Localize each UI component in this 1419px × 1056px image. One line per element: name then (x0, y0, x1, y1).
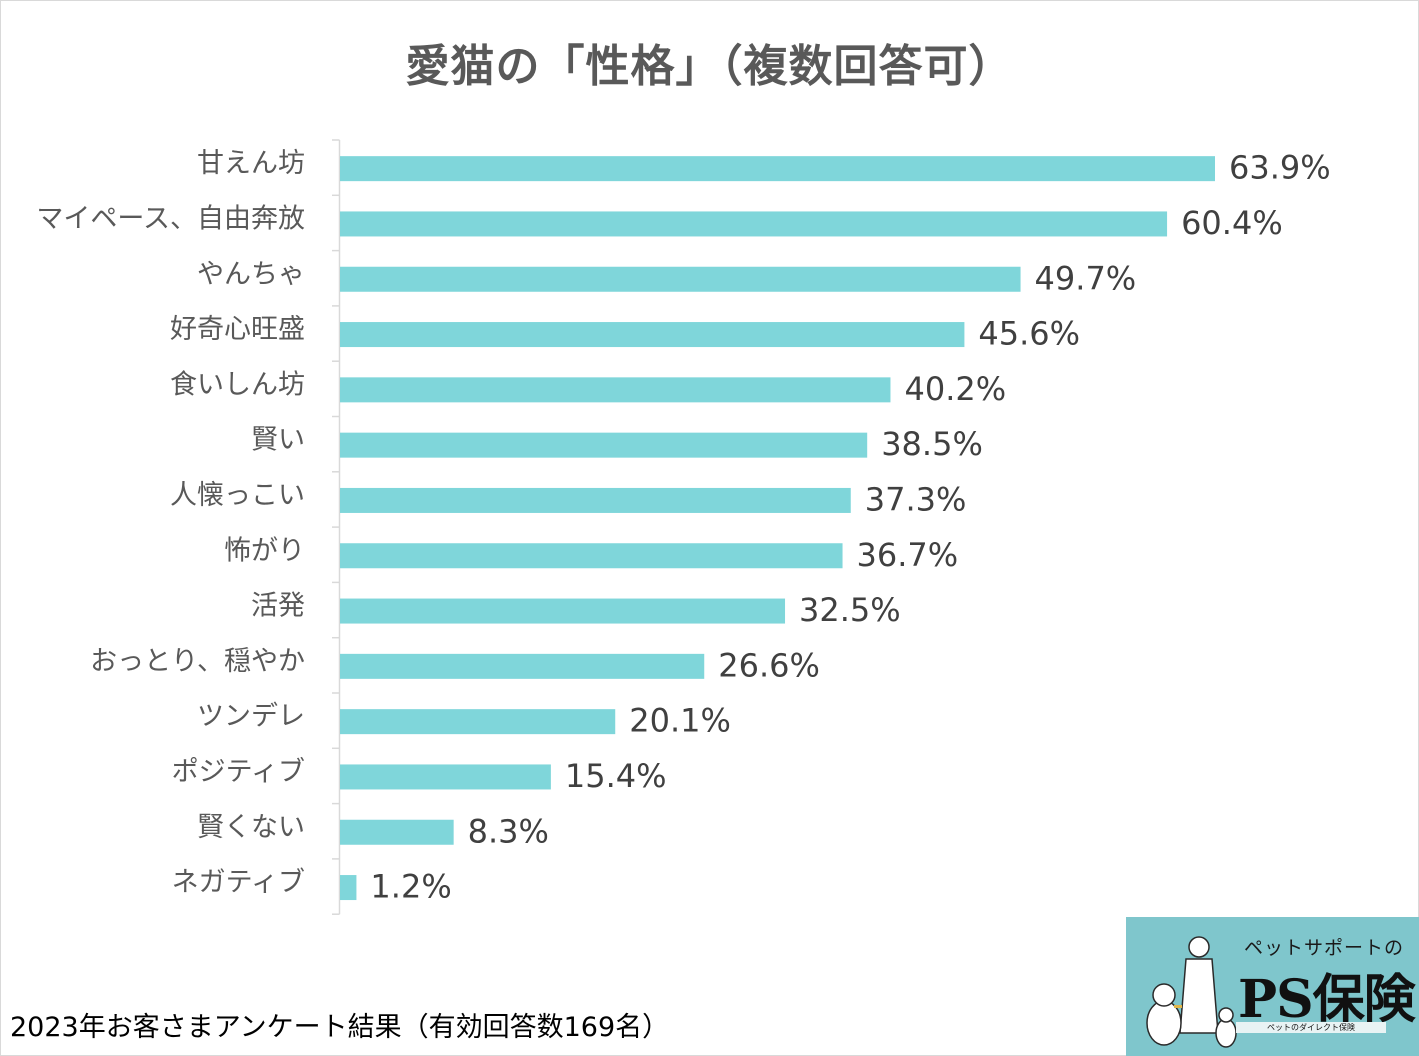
survey-footnote: 2023年お客さまアンケート結果（有効回答数169名） (10, 1012, 670, 1043)
category-label: 怖がり (224, 535, 305, 566)
category-label: やんちゃ (197, 259, 305, 290)
value-label: 32.5% (799, 591, 901, 629)
category-label: 賢くない (197, 812, 305, 843)
value-label: 26.6% (718, 646, 820, 684)
bar (340, 322, 965, 348)
bar (340, 653, 705, 679)
value-label: 38.5% (881, 425, 983, 463)
bar (340, 598, 786, 624)
chart-title: 愛猫の「性格」（複数回答可） (405, 41, 1014, 92)
value-label: 1.2% (370, 868, 451, 906)
category-label: 甘えん坊 (197, 148, 305, 179)
bar (340, 377, 891, 403)
value-label: 15.4% (565, 757, 667, 795)
pet-owner-icon (1146, 936, 1237, 1048)
category-label: ポジティブ (172, 756, 305, 787)
logo-tagline: ペットサポートの (1244, 937, 1405, 959)
bar (340, 266, 1021, 292)
bar (340, 543, 843, 569)
value-label: 36.7% (857, 536, 959, 574)
value-label: 20.1% (629, 702, 731, 740)
category-label: ネガティブ (172, 867, 305, 898)
category-label: おっとり、穏やか (90, 646, 305, 677)
category-label: 活発 (251, 591, 305, 622)
bar (340, 156, 1215, 182)
bar (340, 487, 851, 513)
bar (340, 875, 357, 901)
category-label: 賢い (251, 425, 305, 456)
bar (340, 432, 868, 458)
value-label: 49.7% (1035, 259, 1137, 297)
bar (340, 819, 454, 845)
value-label: 45.6% (978, 315, 1080, 353)
logo-strip: ペットのダイレクト保険 (1236, 1022, 1386, 1033)
value-label: 63.9% (1229, 149, 1331, 187)
value-label: 40.2% (904, 370, 1006, 408)
value-label: 8.3% (468, 812, 549, 850)
category-label: ツンデレ (197, 701, 305, 732)
category-label: 好奇心旺盛 (170, 314, 305, 345)
category-label: 人懐っこい (170, 480, 305, 511)
value-label: 60.4% (1181, 204, 1283, 242)
logo-brand: PS保険 (1238, 969, 1416, 1030)
bar (340, 211, 1168, 237)
bar (340, 709, 616, 735)
category-label: マイペース、自由奔放 (36, 203, 305, 234)
ps-insurance-logo: ペットサポートの PS保険 ペットのダイレクト保険 (1126, 917, 1419, 1056)
category-label: 食いしん坊 (170, 369, 305, 400)
bar (340, 764, 551, 790)
value-label: 37.3% (865, 480, 967, 518)
